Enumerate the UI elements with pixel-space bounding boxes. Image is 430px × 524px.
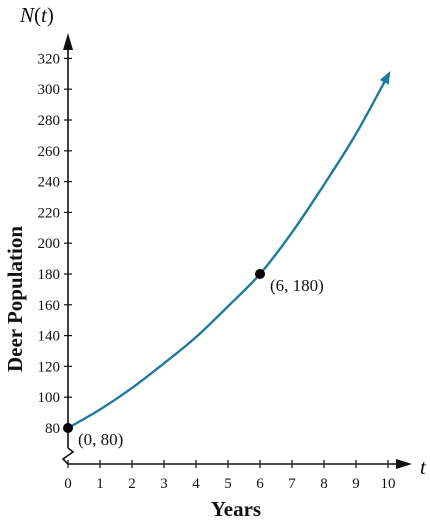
y-axis-title: Deer Population	[3, 226, 27, 372]
x-tick-label: 9	[352, 476, 360, 492]
y-tick-label: 160	[38, 298, 61, 314]
y-tick-label: 80	[45, 421, 60, 437]
x-tick-label: 4	[192, 476, 200, 492]
x-tick-label: 10	[381, 476, 396, 492]
x-tick-label: 3	[160, 476, 168, 492]
x-axis-arrow	[396, 459, 412, 469]
x-tick-label: 6	[256, 476, 264, 492]
x-variable-label: t	[420, 455, 427, 479]
y-tick-label: 120	[38, 359, 61, 375]
x-tick-label: 7	[288, 476, 296, 492]
data-point	[255, 269, 265, 279]
y-variable-label: N(t)	[19, 3, 54, 27]
y-axis-arrow	[63, 33, 73, 50]
axes	[61, 33, 412, 469]
y-axis-break	[61, 447, 75, 465]
y-tick-label: 280	[38, 113, 61, 129]
series	[67, 70, 391, 430]
y-tick-label: 220	[38, 205, 61, 221]
data-point	[63, 423, 73, 433]
y-tick-label: 140	[38, 329, 61, 345]
x-axis-title: Years	[211, 497, 261, 521]
y-tick-label: 100	[38, 390, 61, 406]
ticks: 80 100 120 140 160 180 200 220 240 260 280 300 320 0 1…	[38, 51, 396, 492]
x-tick-label: 0	[64, 476, 72, 492]
y-tick-label: 260	[38, 144, 61, 160]
y-tick-label: 240	[38, 175, 61, 191]
x-tick-label: 8	[320, 476, 328, 492]
series-line	[67, 74, 390, 430]
x-tick-label: 5	[224, 476, 232, 492]
y-tick-label: 200	[38, 236, 61, 252]
point-label: (6, 180)	[270, 276, 324, 295]
x-tick-label: 2	[128, 476, 136, 492]
point-label: (0, 80)	[78, 430, 123, 449]
points: (0, 80) (6, 180)	[63, 269, 324, 449]
x-tick-label: 1	[96, 476, 104, 492]
y-tick-label: 320	[38, 51, 61, 67]
y-tick-label: 180	[38, 267, 61, 283]
series-arrow	[379, 70, 391, 85]
y-tick-label: 300	[38, 82, 61, 98]
